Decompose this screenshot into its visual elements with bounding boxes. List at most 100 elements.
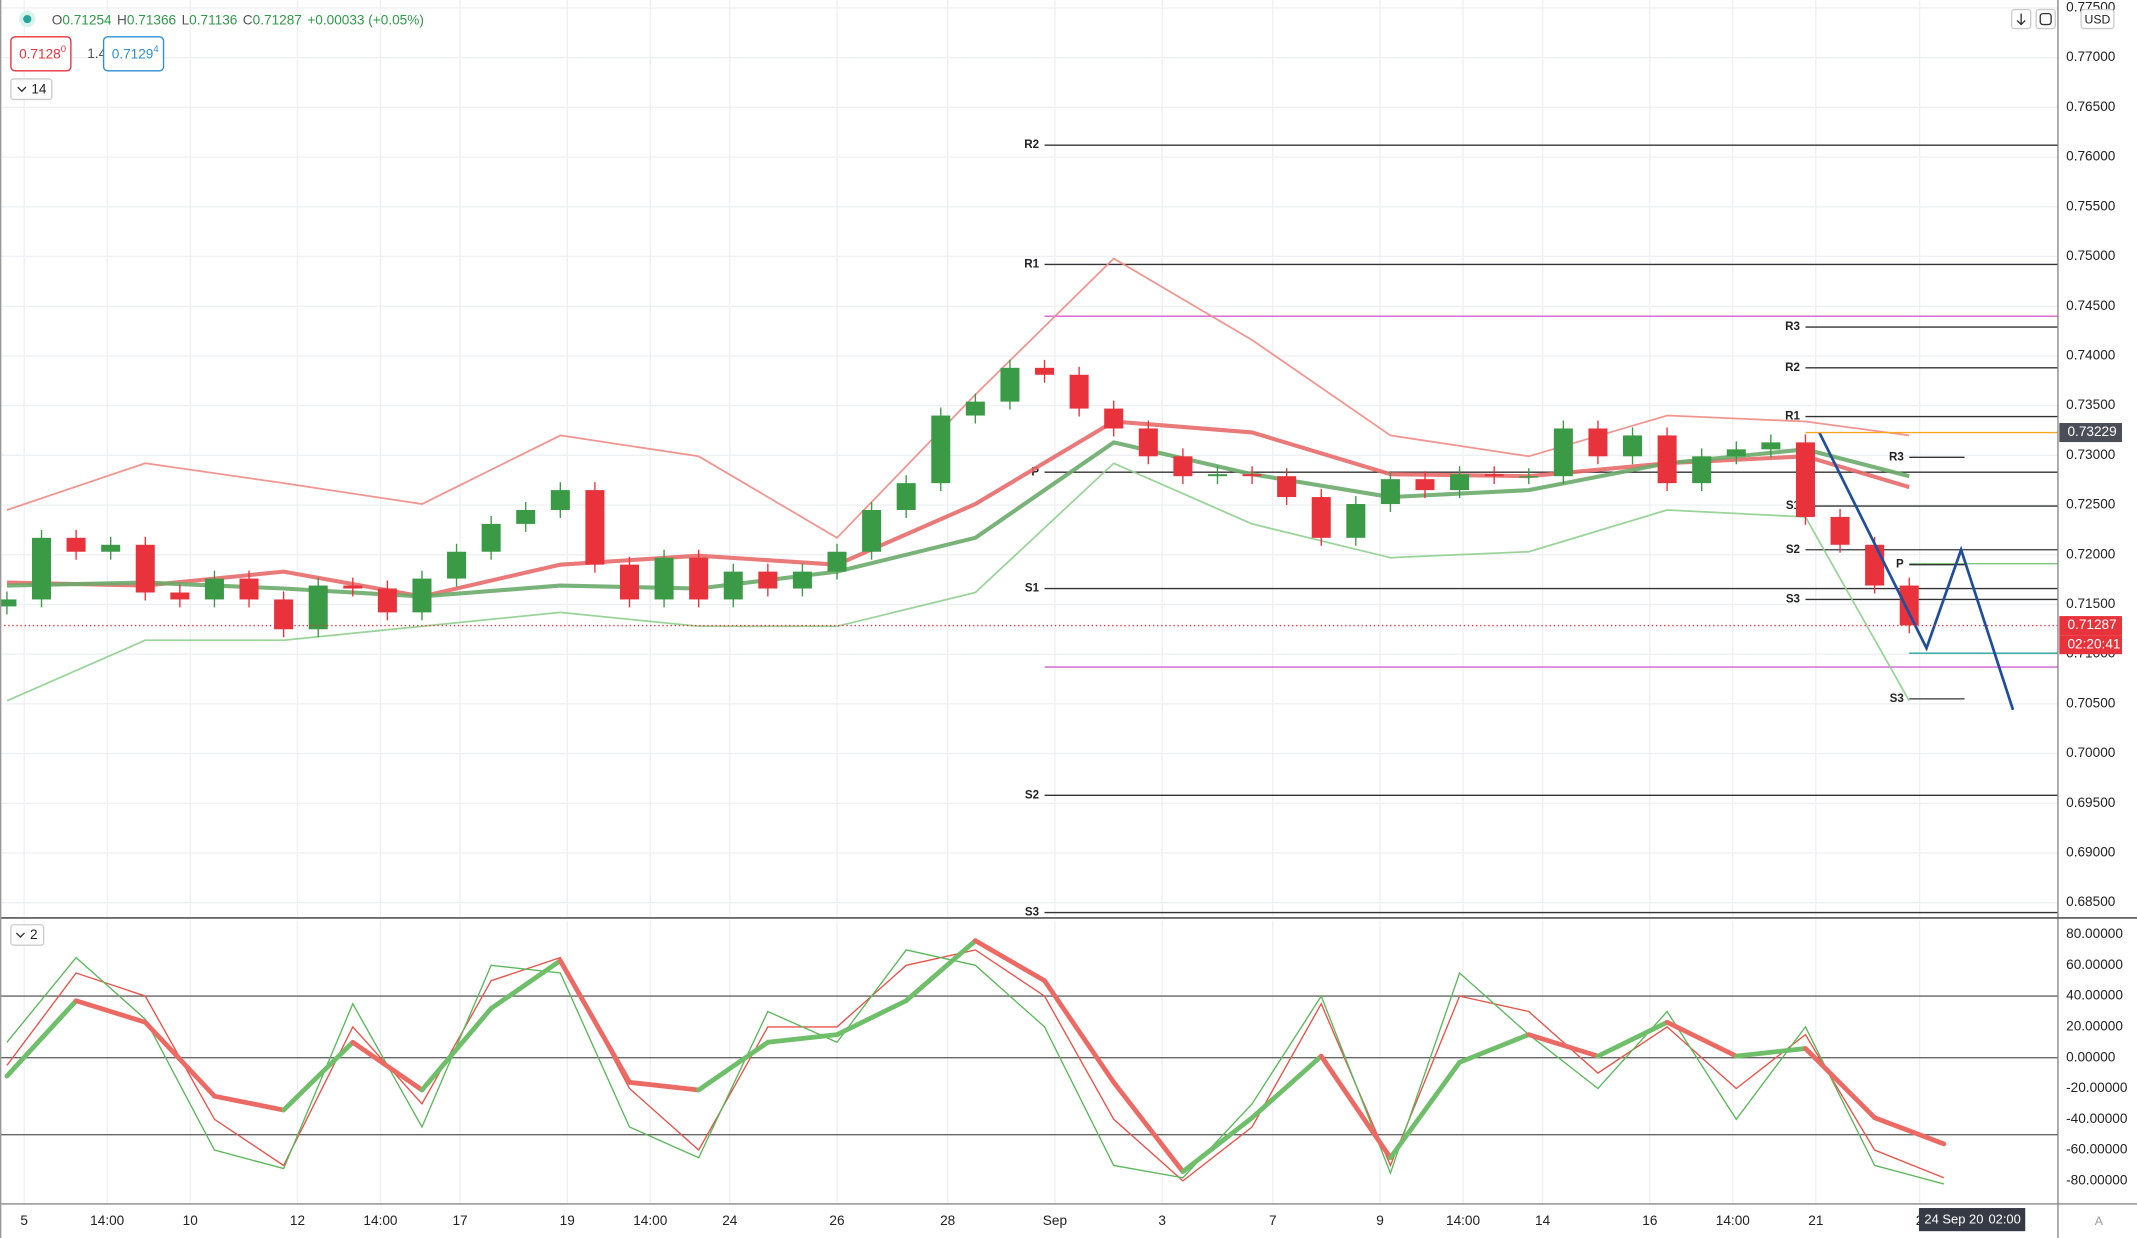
indicator-toggle[interactable]: 14 — [31, 81, 47, 96]
candle-body — [516, 509, 536, 524]
oscillator-line — [6, 949, 1944, 1185]
oscillator-segment — [834, 998, 909, 1037]
x-tick-label: 7 — [1269, 1213, 1277, 1228]
pivot-label: R3 — [1889, 451, 1904, 463]
ohlc-value: 0.71287 — [253, 12, 302, 27]
candle-body — [1553, 428, 1573, 477]
x-tick-label: 14:00 — [90, 1213, 124, 1228]
bid-box[interactable] — [10, 36, 72, 72]
y-tick-label: 0.69000 — [2066, 845, 2116, 860]
oscillator-toggle[interactable]: 2 — [30, 927, 38, 942]
projection-line — [1818, 431, 2015, 711]
currency-box[interactable] — [2080, 8, 2115, 30]
pivot-label: R1 — [1785, 411, 1800, 423]
y-tick-label: 0.76500 — [2066, 99, 2116, 114]
cursor-time: 02:00 — [1988, 1212, 2020, 1227]
overlay-line — [6, 440, 1910, 599]
candle-body — [31, 537, 52, 600]
y-tick-label: 0.77000 — [2066, 49, 2116, 64]
ask-price[interactable]: 0.71294 — [112, 44, 160, 62]
x-tick-label: 21 — [1808, 1213, 1823, 1228]
oscillator-segment — [972, 938, 1047, 984]
down-arrow-icon — [2016, 13, 2026, 26]
oscillator-segment — [696, 1039, 771, 1093]
y-tick-label: 0.71500 — [2066, 596, 2116, 611]
candle-body — [1657, 435, 1677, 484]
candle-body — [1795, 442, 1815, 517]
candle-body — [1311, 497, 1331, 538]
oscillator-segment — [281, 1039, 356, 1113]
y-tick-label: 40.00000 — [2066, 988, 2123, 1003]
cursor-time-box — [1918, 1208, 2026, 1232]
y-tick-label: 0.74500 — [2066, 298, 2116, 313]
ohlc-value: 0.71254 — [62, 12, 112, 27]
oscillator-segment — [1664, 1019, 1739, 1059]
candle-body — [1830, 516, 1850, 545]
candle-body — [550, 490, 570, 510]
candle-body — [1242, 474, 1262, 477]
candle-body — [170, 592, 190, 600]
x-tick-label: 14:00 — [363, 1213, 397, 1228]
candle-body — [66, 537, 86, 552]
y-tick-label: 0.73500 — [2066, 397, 2116, 412]
oscillator-segment — [419, 1006, 494, 1093]
x-tick-label: 16 — [1642, 1213, 1657, 1228]
pivot-label: S3 — [1025, 907, 1040, 919]
candle-body — [447, 551, 467, 579]
candle-body — [1138, 428, 1158, 457]
candle-body — [792, 571, 812, 589]
refresh-button[interactable] — [2035, 8, 2056, 30]
candle-body — [1173, 456, 1193, 477]
oscillator-segment — [350, 1039, 425, 1093]
price-marker-box — [2059, 423, 2123, 443]
pivot-label: S1 — [1025, 583, 1040, 595]
bid-price[interactable]: 0.71280 — [19, 44, 66, 62]
candle-body — [1450, 474, 1470, 491]
oscillator-toggle-box[interactable] — [10, 924, 45, 946]
y-tick-label: 0.70000 — [2066, 745, 2116, 760]
scale-mode[interactable]: A — [2095, 1214, 2104, 1228]
oscillator-segment — [765, 1032, 840, 1045]
x-tick-label: 14:00 — [1446, 1213, 1480, 1228]
cursor-date: 24 Sep 20 — [1924, 1212, 1983, 1227]
oscillator-segment — [1042, 978, 1117, 1085]
candle-body — [619, 564, 640, 600]
pivot-label: P — [1031, 466, 1039, 478]
y-tick-label: 0.70500 — [2066, 695, 2116, 710]
pivot-label: S2 — [1025, 789, 1039, 801]
oscillator-segment — [212, 1093, 287, 1113]
oscillator-segment — [1872, 1115, 1947, 1147]
candle-body — [274, 599, 294, 630]
x-tick-label: Sep — [1043, 1213, 1067, 1228]
oscillator-segment — [1111, 1079, 1186, 1175]
x-tick-label: 19 — [560, 1213, 575, 1228]
y-tick-label: 0.72000 — [2066, 546, 2116, 561]
y-tick-label: 20.00000 — [2066, 1018, 2123, 1033]
oscillator-segment — [1733, 1046, 1808, 1059]
ohlc-value: 0.71136 — [189, 12, 237, 27]
indicator-toggle-box[interactable] — [10, 78, 53, 101]
ask-box[interactable] — [102, 36, 165, 72]
oscillator-line — [6, 949, 1945, 1182]
price-marker-label: 0.71287 — [2067, 617, 2116, 632]
currency[interactable]: USD — [2085, 13, 2111, 27]
candle-body — [1519, 476, 1539, 478]
candle-body — [862, 509, 882, 552]
pivot-label: R2 — [1024, 139, 1039, 151]
candle-body — [343, 585, 363, 589]
candle-body — [308, 585, 328, 630]
candle-body — [1623, 435, 1643, 457]
candle-body — [1726, 449, 1746, 457]
candle-body — [1277, 476, 1297, 498]
y-tick-label: -80.00000 — [2066, 1172, 2128, 1187]
y-tick-label: 0.69500 — [2066, 795, 2116, 810]
y-tick-label: 0.75000 — [2066, 248, 2116, 263]
candle-body — [1761, 442, 1781, 450]
oscillator-segment — [1803, 1046, 1878, 1121]
oscillator-segment — [557, 958, 632, 1085]
pivot-label: R2 — [1785, 362, 1800, 374]
ask-pip: 4 — [153, 44, 159, 55]
oscillator-segment — [903, 938, 978, 1004]
